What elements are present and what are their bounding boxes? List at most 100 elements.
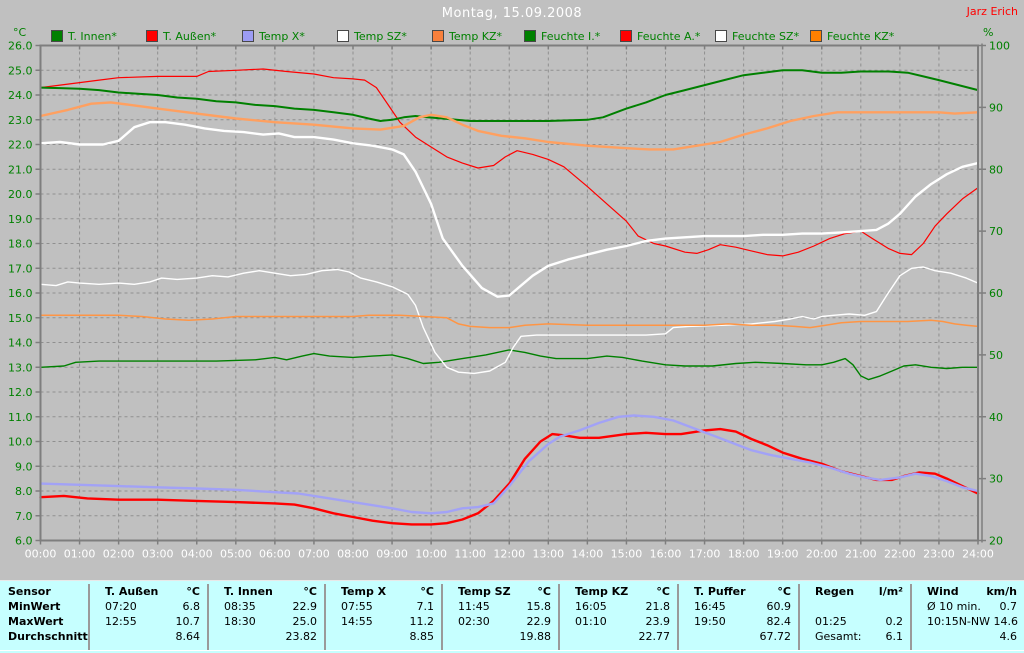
svg-text:22.0: 22.0	[8, 139, 33, 152]
svg-text:9.0: 9.0	[15, 460, 33, 473]
x-axis: 00:00 01:00 02:00 03:00 04:00 05:00 06:00 07:00…	[25, 45, 994, 561]
table-row: Ø 10 min. 0.7	[912, 599, 1024, 614]
cell-time	[912, 629, 927, 644]
cell-value: 6.8	[182, 600, 201, 613]
legend-color-swatch	[51, 30, 63, 42]
svg-text:23:00: 23:00	[923, 548, 955, 561]
legend-item-3: Temp X*	[242, 30, 305, 43]
legend-color-swatch	[620, 30, 632, 42]
svg-text:07:00: 07:00	[298, 548, 330, 561]
cell-time: Gesamt:	[815, 630, 862, 643]
table-row: 67.72	[679, 629, 798, 644]
series-temp-x	[39, 414, 980, 515]
legend-color-swatch	[242, 30, 254, 42]
legend-item-7: Feuchte A.*	[620, 30, 700, 43]
table-row: 08:35 22.9	[209, 599, 324, 614]
svg-text:08:00: 08:00	[337, 548, 369, 561]
column-name: Wind	[927, 585, 959, 598]
svg-text:03:00: 03:00	[142, 548, 174, 561]
column-unit: °C	[537, 585, 551, 598]
svg-text:8.0: 8.0	[15, 485, 33, 498]
svg-text:00:00: 00:00	[25, 548, 57, 561]
table-row: 07:55 7.1	[326, 599, 441, 614]
svg-text:01:00: 01:00	[64, 548, 96, 561]
cell-time: 07:20	[105, 600, 137, 613]
svg-text:12.0: 12.0	[8, 386, 33, 399]
svg-text:20.0: 20.0	[8, 188, 33, 201]
column-unit: °C	[186, 585, 200, 598]
cell-value: 7.1	[416, 600, 435, 613]
cell-time: 02:30	[458, 615, 490, 628]
cell-time: 10:15	[927, 615, 959, 628]
svg-text:22:00: 22:00	[884, 548, 916, 561]
table-row-label: MaxWert	[0, 614, 88, 629]
svg-text:09:00: 09:00	[376, 548, 408, 561]
svg-text:50: 50	[989, 349, 1003, 362]
svg-text:20: 20	[989, 535, 1003, 548]
legend-item-2: T. Außen*	[146, 30, 216, 43]
cell-value: 19.88	[519, 630, 552, 643]
column-name: Temp KZ	[575, 585, 629, 598]
svg-text:15:00: 15:00	[611, 548, 643, 561]
svg-text:17:00: 17:00	[689, 548, 721, 561]
chart-canvas: 26.0 25.0 24.0 23.0 22.0 21.0 20.0 19.0 18.0 17.0…	[8, 40, 1010, 561]
svg-text:14:00: 14:00	[572, 548, 604, 561]
table-row: 19.88	[443, 629, 558, 644]
cell-value: 15.8	[526, 600, 552, 613]
cell-time: 07:55	[341, 600, 373, 613]
chart-title: Montag, 15.09.2008	[441, 6, 583, 21]
table-column-wind: Wind km/h Ø 10 min. 0.7 10:15 N-NW 14.6 4.6	[910, 584, 1024, 650]
cell-time	[560, 629, 575, 644]
svg-text:7.0: 7.0	[15, 510, 33, 523]
cell-time	[443, 629, 458, 644]
svg-text:16:00: 16:00	[650, 548, 682, 561]
cell-time	[209, 629, 224, 644]
cell-time: 14:55	[341, 615, 373, 628]
cell-value: 25.0	[292, 615, 318, 628]
svg-text:70: 70	[989, 225, 1003, 238]
table-row: 23.82	[209, 629, 324, 644]
svg-text:11.0: 11.0	[8, 411, 33, 424]
cell-value: 10.7	[175, 615, 201, 628]
svg-text:19:00: 19:00	[767, 548, 799, 561]
row-label-text: MaxWert	[8, 615, 64, 628]
svg-text:25.0: 25.0	[8, 64, 33, 77]
column-name: Temp X	[341, 585, 387, 598]
svg-text:13.0: 13.0	[8, 361, 33, 374]
svg-text:24:00: 24:00	[962, 548, 994, 561]
cell-time: 19:50	[694, 615, 726, 628]
legend-color-swatch	[524, 30, 536, 42]
table-row: 12:55 10.7	[90, 614, 207, 629]
svg-text:11:00: 11:00	[454, 548, 486, 561]
cell-value: 0.2	[885, 615, 904, 628]
gridlines	[40, 45, 978, 541]
svg-text:17.0: 17.0	[8, 262, 33, 275]
column-unit: °C	[656, 585, 670, 598]
table-row-label: MinWert	[0, 599, 88, 614]
series-t-innen	[39, 69, 979, 122]
svg-text:60: 60	[989, 287, 1003, 300]
svg-text:02:00: 02:00	[103, 548, 135, 561]
column-unit: l/m²	[878, 585, 903, 598]
row-label-text: MinWert	[8, 600, 61, 613]
series-feuchte-i	[39, 349, 979, 381]
svg-text:20:00: 20:00	[806, 548, 838, 561]
column-unit: km/h	[986, 585, 1017, 598]
table-column-header: Wind km/h	[912, 584, 1024, 599]
table-column-t-puffer: T. Puffer °C 16:45 60.9 19:50 82.4 67.72	[677, 584, 798, 650]
svg-text:16.0: 16.0	[8, 287, 33, 300]
svg-text:12:00: 12:00	[493, 548, 525, 561]
legend-color-swatch	[146, 30, 158, 42]
column-name: T. Innen	[224, 585, 273, 598]
svg-text:24.0: 24.0	[8, 89, 33, 102]
table-column-header: T. Außen °C	[90, 584, 207, 599]
table-column-t-au-en: T. Außen °C 07:20 6.8 12:55 10.7 8.64	[88, 584, 207, 650]
svg-text:05:00: 05:00	[220, 548, 252, 561]
y-axis-left: 26.0 25.0 24.0 23.0 22.0 21.0 20.0 19.0 18.0 17.0…	[8, 40, 41, 548]
legend-item-4: Temp SZ*	[337, 30, 407, 43]
series-feuchte-sz	[39, 266, 979, 375]
column-unit: °C	[777, 585, 791, 598]
series-feuchte-kz	[39, 314, 979, 329]
svg-text:14.0: 14.0	[8, 337, 33, 350]
svg-text:6.0: 6.0	[15, 535, 33, 548]
